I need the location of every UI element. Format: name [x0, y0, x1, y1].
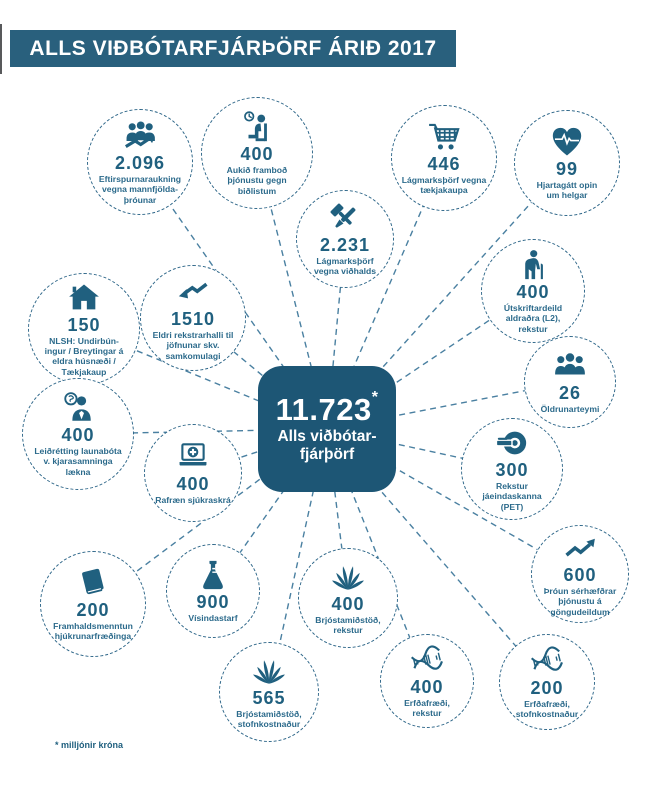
- node-value: 600: [563, 565, 597, 586]
- node-value: 2.231: [319, 235, 371, 256]
- node-value: 400: [410, 677, 444, 698]
- node-value: 565: [252, 688, 286, 709]
- node-rekstrarhalli: 1510 Eldri rekstrarhalli til jöfnunar sk…: [140, 265, 246, 371]
- declining-arrow-icon: [176, 275, 210, 309]
- node-value: 400: [331, 594, 365, 615]
- node-vidhald: 2.231 Lágmarksþörf vegna viðhalds: [296, 190, 394, 288]
- node-label: Erfðafræði, rekstur: [404, 698, 450, 719]
- node-value: 400: [516, 282, 550, 303]
- page-title: ALLS VIÐBÓTARFJÁRÞÖRF ÁRIÐ 2017: [29, 36, 437, 60]
- node-label: NLSH: Undirbún- ingur / Breytingar á eld…: [44, 335, 124, 377]
- node-label: Framhaldsmenntun hjúkrunarfræðinga: [53, 621, 133, 642]
- node-label: Erfðafræði, stofnkostnaður: [515, 699, 579, 720]
- dna-icon: [410, 643, 444, 677]
- node-eftirspurn: 2.096 Eftirspurnaraukning vegna mannfjöl…: [87, 109, 193, 215]
- flower-icon: [252, 654, 286, 688]
- hub-total-value: 11.723*: [275, 390, 379, 428]
- node-label: Lágmarksþörf vegna tækjakaupa: [401, 175, 487, 196]
- node-oldrunarteymi: 26 Öldrunarteymi: [524, 336, 616, 428]
- page-edge-line: [0, 24, 2, 74]
- heart-pulse-icon: [550, 125, 584, 159]
- book-icon: [76, 566, 110, 600]
- node-label: Brjóstamiðstöð, rekstur: [315, 615, 381, 636]
- node-label: Eftirspurnaraukning vegna mannfjölda- þr…: [98, 173, 182, 205]
- population-growth-icon: [123, 119, 157, 153]
- shopping-cart-icon: [427, 120, 461, 154]
- node-value: 150: [67, 314, 101, 335]
- node-label: Aukið framboð þjónustu gegn biðlistum: [226, 164, 288, 196]
- elderly-person-icon: [516, 248, 550, 282]
- flower-icon: [331, 560, 365, 594]
- rising-arrow-icon: [563, 531, 597, 565]
- node-erfdafraedi-rekstur: 400 Erfðafræði, rekstur: [380, 634, 474, 728]
- doctor-coin-icon: [61, 391, 95, 425]
- node-nlsh: 150 NLSH: Undirbún- ingur / Breytingar á…: [28, 273, 140, 385]
- node-taekjakaup: 446 Lágmarksþörf vegna tækjakaupa: [391, 105, 497, 211]
- node-value: 26: [558, 383, 582, 404]
- node-label: Hjartagátt opin um helgar: [536, 180, 598, 201]
- flask-icon: [196, 558, 230, 592]
- node-value: 300: [495, 460, 529, 481]
- node-pet: 300 Rekstur jáeindaskanna (PET): [461, 418, 563, 520]
- node-utskriftardeild: 400 Útskriftardeild aldraðra (L2), rekst…: [481, 239, 585, 343]
- waiting-patient-icon: [240, 110, 274, 144]
- footnote: * milljónir króna: [55, 740, 124, 750]
- node-label: Rafræn sjúkraskrá: [155, 495, 231, 506]
- node-value: 900: [196, 592, 230, 613]
- node-value: 400: [61, 425, 95, 446]
- laptop-medical-icon: [176, 440, 210, 474]
- dna-icon: [530, 644, 564, 678]
- total-hub: 11.723* Alls viðbótar- fjárþörf: [258, 366, 396, 492]
- node-label: Leiðrétting launabóta v. kjarasamninga l…: [34, 445, 122, 477]
- node-sjukraskra: 400 Rafræn sjúkraskrá: [144, 424, 242, 522]
- house-icon: [67, 281, 101, 315]
- hub-label: Alls viðbótar- fjárþörf: [277, 428, 377, 463]
- node-hjartagatt: 99 Hjartagátt opin um helgar: [514, 110, 620, 216]
- hub-asterisk: *: [371, 389, 379, 407]
- node-value: 400: [240, 144, 274, 165]
- node-value: 1510: [170, 309, 216, 330]
- node-brjostamidstod-stofn: 565 Brjóstamiðstöð, stofnkostnaður: [219, 642, 319, 742]
- node-bidlistar: 400 Aukið framboð þjónustu gegn biðlistu…: [201, 97, 313, 209]
- node-label: Þróun sérhæfðrar þjónustu á göngudeildum: [543, 585, 617, 617]
- node-label: Eldri rekstrarhalli til jöfnunar skv. sa…: [152, 329, 234, 361]
- node-brjostamidstod-rekstur: 400 Brjóstamiðstöð, rekstur: [298, 548, 398, 648]
- node-value: 2.096: [114, 153, 166, 174]
- people-group-icon: [553, 349, 587, 383]
- node-value: 446: [427, 154, 461, 175]
- hub-total-number: 11.723: [275, 392, 372, 428]
- title-bar: ALLS VIÐBÓTARFJÁRÞÖRF ÁRIÐ 2017: [10, 30, 456, 67]
- node-label: Rekstur jáeindaskanna (PET): [482, 480, 542, 512]
- node-value: 200: [530, 678, 564, 699]
- node-value: 200: [76, 600, 110, 621]
- node-label: Lágmarksþörf vegna viðhalds: [313, 256, 377, 277]
- node-value: 400: [176, 474, 210, 495]
- node-label: Vísindastarf: [188, 613, 238, 624]
- node-launabaetur: 400 Leiðrétting launabóta v. kjarasamnin…: [22, 378, 134, 490]
- pet-scanner-icon: [495, 426, 529, 460]
- tools-icon: [328, 201, 362, 235]
- node-framhaldsmenntun: 200 Framhaldsmenntun hjúkrunarfræðinga: [40, 551, 146, 657]
- node-visindastarf: 900 Vísindastarf: [166, 544, 260, 638]
- node-label: Útskriftardeild aldraðra (L2), rekstur: [503, 302, 563, 334]
- node-erfdafraedi-stofn: 200 Erfðafræði, stofnkostnaður: [499, 634, 595, 730]
- node-gongudeildir: 600 Þróun sérhæfðrar þjónustu á göngudei…: [531, 525, 629, 623]
- node-label: Öldrunarteymi: [540, 404, 600, 415]
- node-label: Brjóstamiðstöð, stofnkostnaður: [236, 709, 302, 730]
- node-value: 99: [555, 159, 579, 180]
